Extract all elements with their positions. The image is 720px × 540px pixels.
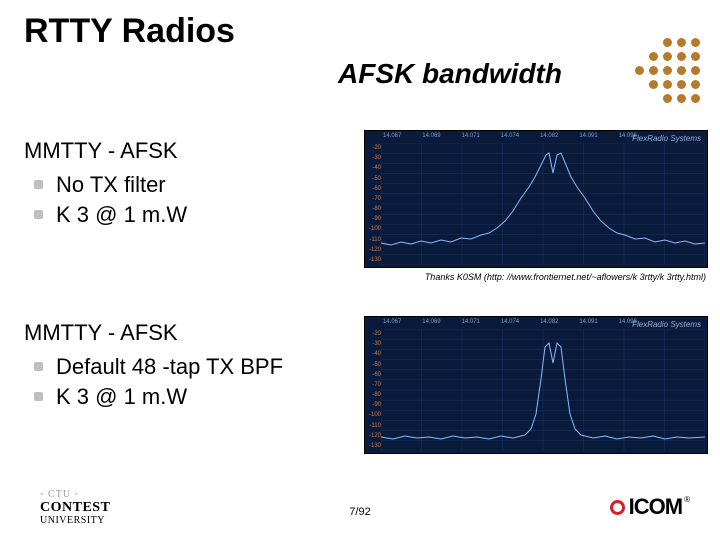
block1-list: No TX filterK 3 @ 1 m.W — [24, 170, 344, 229]
chart-brand: FlexRadio Systems — [632, 320, 701, 329]
footer-university: UNIVERSITY — [40, 516, 110, 527]
credit-line: Thanks K0SM (http: //www.frontiernet.net… — [286, 272, 706, 282]
chart1-ylabels: -20-30-40-50-60-70-80-90-100-110-120-130 — [367, 145, 381, 263]
icom-text: ICOM — [629, 494, 682, 520]
block2-list: Default 48 -tap TX BPFK 3 @ 1 m.W — [24, 352, 364, 411]
corner-dots-icon — [635, 38, 702, 105]
spectrum-chart-2: FlexRadio Systems 14.06714.06914.07114.0… — [364, 316, 708, 454]
list-item: Default 48 -tap TX BPF — [28, 352, 364, 382]
list-item: K 3 @ 1 m.W — [28, 200, 344, 230]
icom-circle-icon — [610, 500, 625, 515]
spectrum-chart-1: FlexRadio Systems 14.06714.06914.07114.0… — [364, 130, 708, 268]
list-item: K 3 @ 1 m.W — [28, 382, 364, 412]
block-2: MMTTY - AFSK Default 48 -tap TX BPFK 3 @… — [24, 320, 364, 411]
list-item: No TX filter — [28, 170, 344, 200]
page-number: 7/92 — [349, 506, 370, 518]
block1-heading: MMTTY - AFSK — [24, 138, 344, 164]
chart1-xlabels: 14.06714.06914.07114.07414.08214.09114.0… — [383, 133, 637, 139]
footer-contest: CONTEST — [40, 501, 110, 516]
block2-heading: MMTTY - AFSK — [24, 320, 364, 346]
icom-registered-icon: ® — [684, 495, 690, 504]
chart-brand: FlexRadio Systems — [632, 134, 701, 143]
chart2-ylabels: -20-30-40-50-60-70-80-90-100-110-120-130 — [367, 331, 381, 449]
slide-title: RTTY Radios — [24, 12, 235, 51]
block-1: MMTTY - AFSK No TX filterK 3 @ 1 m.W — [24, 138, 344, 229]
slide-subtitle: AFSK bandwidth — [338, 58, 562, 90]
logo-icom: ICOM ® — [610, 494, 690, 520]
chart2-xlabels: 14.06714.06914.07114.07414.08214.09114.0… — [383, 319, 637, 325]
footer-left: ◦ CTU ◦ CONTEST UNIVERSITY — [40, 490, 110, 526]
